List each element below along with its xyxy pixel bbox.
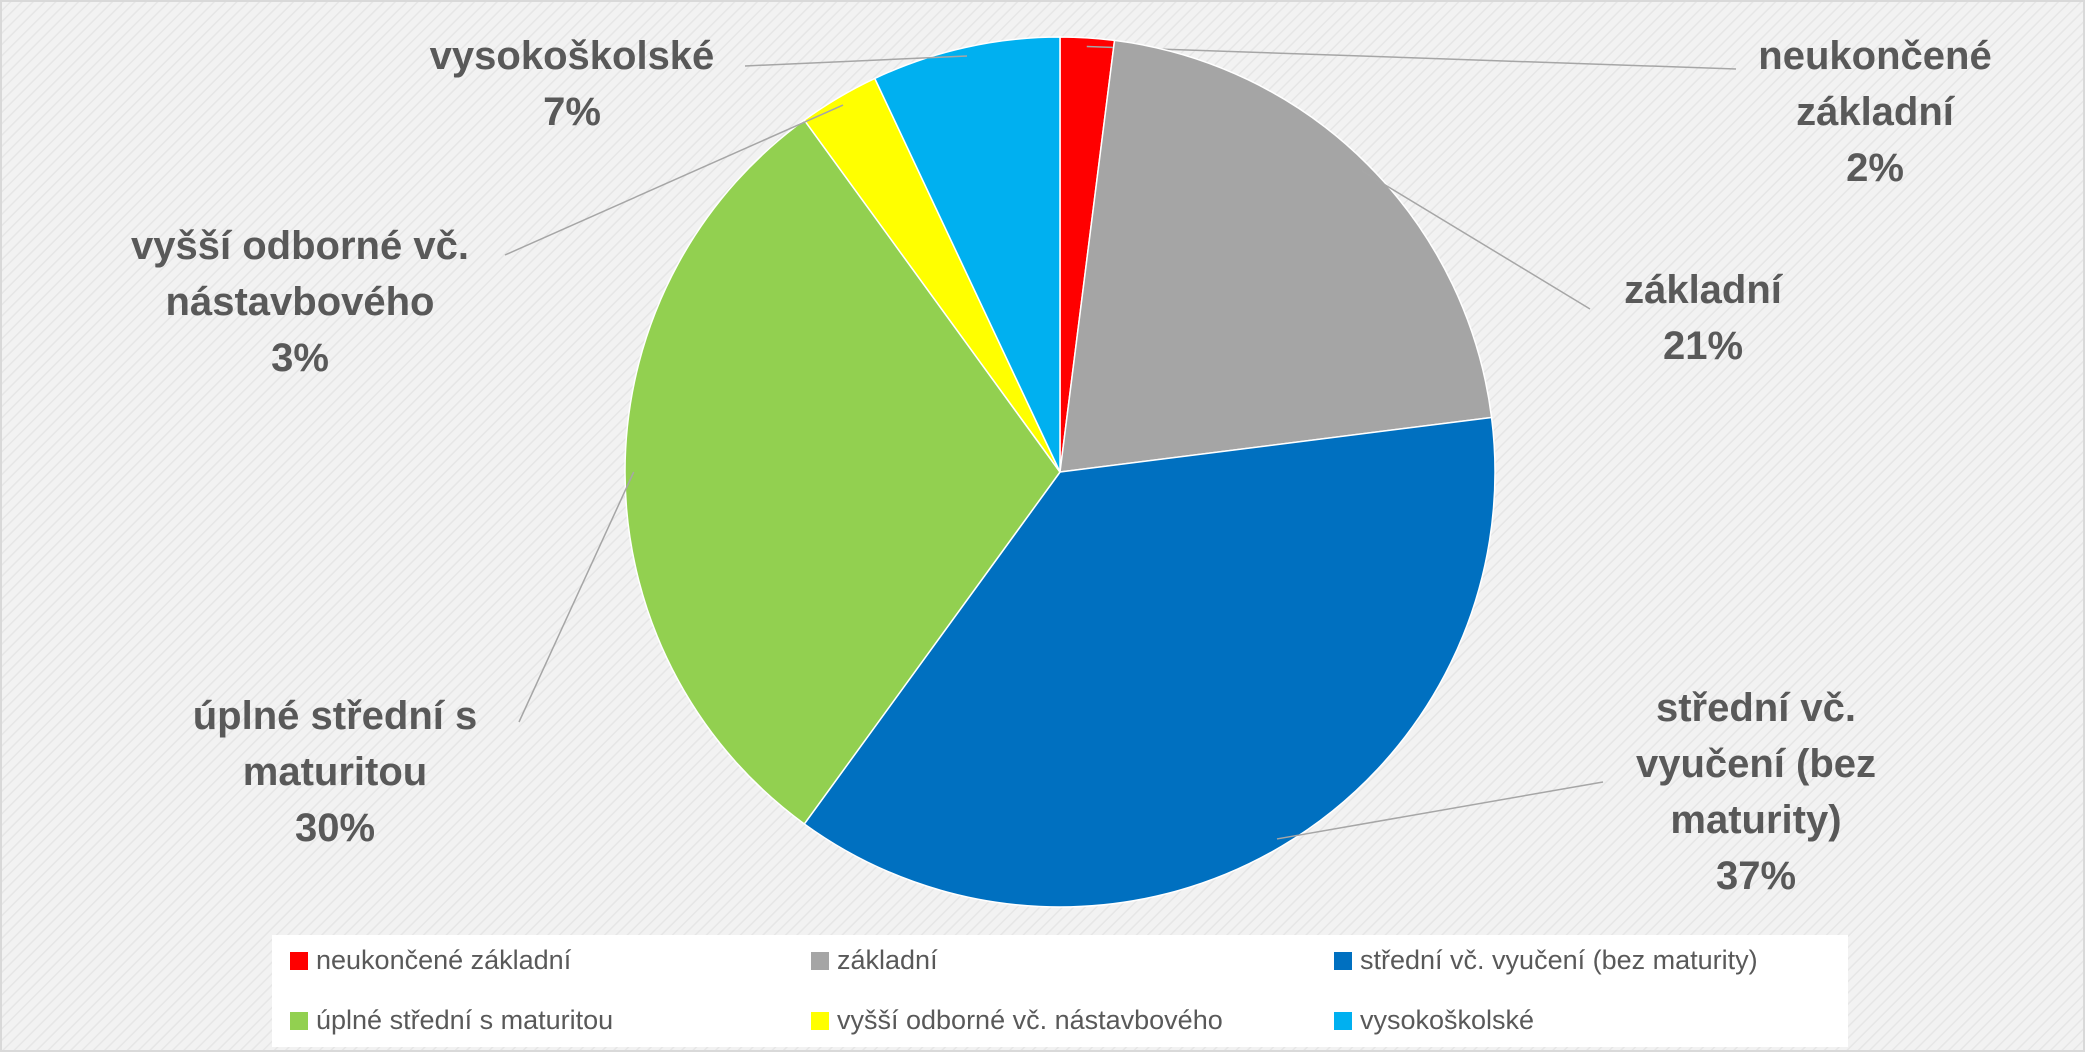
legend-label: úplné střední s maturitou bbox=[316, 1005, 614, 1035]
data-label-name: vysokoškolské bbox=[429, 34, 715, 78]
legend-item: střední vč. vyučení (bez maturity) bbox=[1334, 945, 1758, 976]
data-label: úplné střední s maturitou 30% bbox=[145, 688, 525, 856]
data-label-value: 3% bbox=[271, 336, 329, 380]
legend-label: vysokoškolské bbox=[1360, 1005, 1535, 1035]
data-label: základní 21% bbox=[1573, 262, 1833, 374]
legend-item: neukončené základní bbox=[290, 945, 571, 976]
data-label-name: neukončené základní bbox=[1758, 34, 1992, 134]
data-label: vysokoškolské 7% bbox=[402, 28, 742, 140]
pie-slice bbox=[1059, 39, 1493, 473]
legend-swatch bbox=[290, 951, 308, 970]
leader-line bbox=[518, 471, 635, 723]
leader-line bbox=[744, 55, 968, 67]
leader-line bbox=[1361, 169, 1591, 310]
legend-swatch bbox=[811, 951, 829, 970]
pie-slice bbox=[803, 416, 1496, 908]
legend-swatch bbox=[1334, 1011, 1352, 1030]
leader-line bbox=[1276, 781, 1604, 840]
data-label-name: střední vč. vyučení (bez maturity) bbox=[1635, 686, 1877, 842]
legend-label: základní bbox=[837, 945, 938, 975]
data-label-value: 37% bbox=[1715, 854, 1797, 898]
data-label-name: základní bbox=[1624, 268, 1782, 312]
pie-slice bbox=[873, 36, 1061, 473]
leader-line bbox=[1086, 45, 1737, 70]
legend-box bbox=[272, 935, 1848, 1047]
legend-item: vysokoškolské bbox=[1334, 1005, 1534, 1036]
data-label-value: 21% bbox=[1662, 324, 1744, 368]
data-label: střední vč. vyučení (bez maturity) 37% bbox=[1596, 680, 1916, 904]
pie-slice bbox=[624, 119, 1061, 825]
data-label-value: 7% bbox=[543, 90, 601, 134]
leader-line bbox=[504, 104, 844, 256]
legend-label: vyšší odborné vč. nástavbového bbox=[837, 1005, 1223, 1035]
data-label-value: 2% bbox=[1846, 146, 1904, 190]
data-label: vyšší odborné vč. nástavbového 3% bbox=[80, 218, 520, 386]
legend-swatch bbox=[811, 1011, 829, 1030]
legend-swatch bbox=[1334, 951, 1352, 970]
legend-item: vyšší odborné vč. nástavbového bbox=[811, 1005, 1223, 1036]
legend-label: střední vč. vyučení (bez maturity) bbox=[1360, 945, 1758, 975]
data-label-name: vyšší odborné vč. nástavbového bbox=[131, 224, 469, 324]
data-label-name: úplné střední s maturitou bbox=[192, 694, 478, 794]
legend-item: základní bbox=[811, 945, 938, 976]
data-label: neukončené základní 2% bbox=[1725, 28, 2025, 196]
data-label-value: 30% bbox=[294, 806, 376, 850]
legend-swatch bbox=[290, 1011, 308, 1030]
legend-label: neukončené základní bbox=[316, 945, 572, 975]
legend-item: úplné střední s maturitou bbox=[290, 1005, 613, 1036]
